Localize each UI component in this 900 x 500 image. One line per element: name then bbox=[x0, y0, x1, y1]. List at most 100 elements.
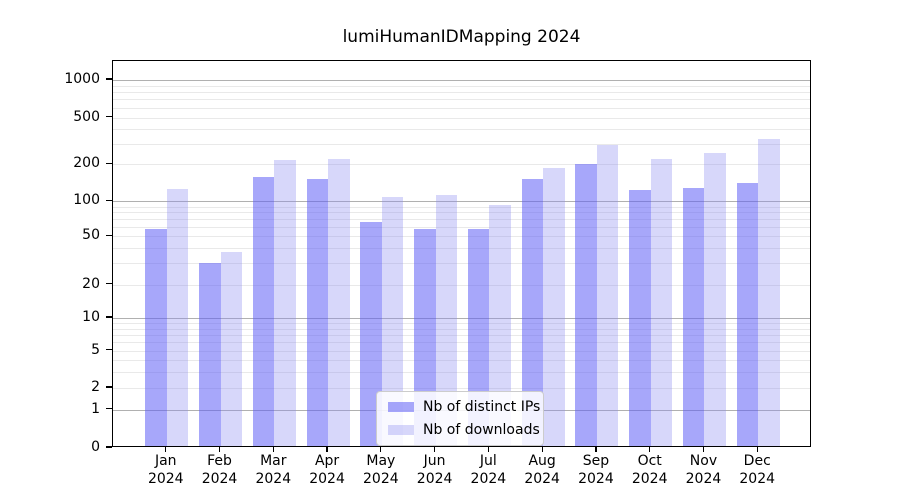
x-tick-month: Aug bbox=[528, 453, 556, 469]
x-tick-year: 2024 bbox=[524, 470, 560, 487]
x-tick-year: 2024 bbox=[739, 470, 776, 487]
y-gridline-minor bbox=[113, 342, 810, 344]
y-tick-mark bbox=[106, 386, 112, 388]
y-tick-mark bbox=[106, 408, 112, 410]
y-tick-label: 1 bbox=[91, 400, 100, 417]
bar-downloads bbox=[489, 205, 511, 446]
x-tick-label: Jan 2024 bbox=[134, 453, 198, 488]
y-gridline-minor bbox=[113, 129, 810, 131]
x-tick-label: Mar 2024 bbox=[241, 453, 305, 488]
y-gridline-major bbox=[113, 201, 810, 203]
y-tick-label: 1000 bbox=[64, 71, 100, 88]
y-tick-mark bbox=[106, 282, 112, 285]
y-gridline-minor bbox=[113, 388, 810, 390]
x-tick-mark bbox=[702, 447, 705, 452]
bar-downloads bbox=[435, 195, 458, 446]
legend-label: Nb of downloads bbox=[423, 422, 540, 438]
y-tick-mark bbox=[106, 349, 112, 351]
legend-label: Nb of distinct IPs bbox=[423, 399, 541, 415]
x-tick-label: Dec 2024 bbox=[725, 453, 789, 488]
y-gridline-minor bbox=[113, 328, 810, 330]
y-gridline-minor bbox=[113, 248, 810, 249]
legend-swatch bbox=[388, 402, 414, 412]
y-gridline-minor bbox=[113, 334, 810, 336]
bar-downloads bbox=[274, 159, 296, 446]
x-tick-month: Oct bbox=[637, 453, 662, 469]
x-tick-label: Aug 2024 bbox=[510, 453, 574, 488]
x-tick-mark bbox=[326, 447, 328, 452]
x-tick-year: 2024 bbox=[309, 470, 345, 487]
x-tick-year: 2024 bbox=[578, 470, 614, 487]
bar-downloads bbox=[650, 159, 673, 446]
y-gridline-minor bbox=[113, 107, 810, 109]
y-tick-label: 5 bbox=[91, 341, 100, 358]
y-tick-mark bbox=[106, 316, 112, 318]
y-tick-label: 10 bbox=[82, 309, 100, 326]
y-tick-label: 0 bbox=[91, 439, 100, 455]
x-tick-month: Apr bbox=[314, 453, 340, 469]
x-tick-mark bbox=[380, 447, 382, 452]
x-tick-month: Jun bbox=[423, 453, 446, 469]
y-tick-mark bbox=[106, 234, 112, 236]
bar-downloads bbox=[543, 168, 565, 446]
x-tick-mark bbox=[595, 447, 597, 452]
x-tick-month: Feb bbox=[207, 453, 232, 469]
bar-distinct-ips bbox=[736, 182, 759, 446]
x-tick-label: Sep 2024 bbox=[564, 453, 628, 488]
x-tick-mark bbox=[487, 447, 490, 452]
bar-distinct-ips bbox=[575, 163, 597, 446]
x-tick-label: Oct 2024 bbox=[618, 453, 682, 488]
x-tick-year: 2024 bbox=[201, 470, 238, 487]
y-gridline-minor bbox=[113, 206, 810, 208]
y-gridline-minor bbox=[113, 92, 810, 94]
x-tick-month: Sep bbox=[582, 453, 610, 469]
bar-distinct-ips bbox=[360, 221, 382, 446]
y-tick-label: 2 bbox=[91, 379, 100, 396]
legend-entry: Nb of downloads bbox=[388, 422, 540, 438]
x-tick-month: May bbox=[366, 453, 396, 469]
y-gridline-minor bbox=[113, 219, 810, 221]
x-tick-label: Nov 2024 bbox=[671, 453, 735, 488]
x-tick-label: May 2024 bbox=[349, 453, 413, 488]
x-tick-mark bbox=[272, 447, 274, 452]
y-tick-mark bbox=[106, 199, 112, 201]
y-gridline-minor bbox=[113, 212, 810, 214]
y-gridline-minor bbox=[113, 164, 810, 166]
x-tick-year: 2024 bbox=[631, 470, 668, 487]
y-gridline-minor bbox=[113, 371, 810, 373]
x-tick-month: Mar bbox=[260, 453, 287, 469]
bar-downloads bbox=[596, 145, 619, 446]
plot-area bbox=[112, 60, 811, 447]
bar-downloads bbox=[166, 188, 189, 446]
bar-distinct-ips bbox=[252, 177, 275, 446]
bar-distinct-ips bbox=[682, 188, 705, 446]
x-tick-month: Jul bbox=[479, 453, 497, 469]
x-tick-mark bbox=[433, 447, 436, 452]
x-tick-label: Apr 2024 bbox=[295, 453, 359, 488]
bar-downloads bbox=[758, 138, 780, 446]
x-tick-month: Nov bbox=[689, 453, 718, 469]
chart-title: lumiHumanIDMapping 2024 bbox=[342, 27, 581, 47]
bar-downloads bbox=[704, 153, 726, 446]
y-gridline-major bbox=[113, 80, 810, 82]
bar-distinct-ips bbox=[306, 179, 329, 446]
y-gridline-minor bbox=[113, 143, 810, 145]
y-gridline-minor bbox=[113, 350, 810, 352]
y-gridline-minor bbox=[113, 227, 810, 228]
y-tick-label: 20 bbox=[82, 275, 100, 292]
legend: Nb of distinct IPs Nb of downloads bbox=[376, 391, 544, 446]
y-gridline-minor bbox=[113, 323, 810, 324]
y-gridline-minor bbox=[113, 284, 810, 286]
bar-distinct-ips bbox=[629, 189, 651, 446]
x-tick-mark bbox=[165, 447, 167, 452]
y-gridline-major bbox=[113, 318, 810, 320]
y-tick-mark bbox=[106, 116, 112, 118]
y-gridline-minor bbox=[113, 236, 810, 238]
bar-downloads bbox=[381, 197, 404, 446]
bar-distinct-ips bbox=[145, 228, 167, 446]
bar-downloads bbox=[220, 251, 243, 446]
bar-downloads bbox=[328, 158, 350, 446]
y-tick-label: 200 bbox=[73, 155, 100, 172]
x-tick-label: Feb 2024 bbox=[188, 453, 252, 488]
